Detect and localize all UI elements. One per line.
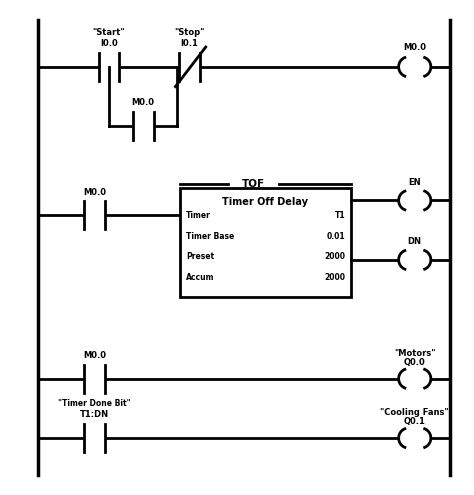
Text: DN: DN (408, 237, 422, 246)
Text: Q0.1: Q0.1 (404, 417, 426, 426)
Text: "Stop": "Stop" (174, 28, 205, 37)
Text: M0.0: M0.0 (83, 351, 106, 360)
Text: M0.0: M0.0 (83, 188, 106, 197)
Text: "Motors": "Motors" (394, 349, 436, 358)
Text: T1: T1 (335, 211, 345, 220)
Text: TOF: TOF (242, 179, 265, 189)
Text: Timer: Timer (186, 211, 210, 220)
Text: I0.0: I0.0 (100, 39, 118, 48)
Text: T1:DN: T1:DN (80, 410, 109, 419)
Text: "Timer Done Bit": "Timer Done Bit" (58, 399, 131, 408)
Text: Preset: Preset (186, 252, 214, 261)
Text: "Start": "Start" (93, 28, 125, 37)
Text: Timer Off Delay: Timer Off Delay (222, 197, 309, 207)
Text: M0.0: M0.0 (403, 43, 426, 52)
Text: 2000: 2000 (324, 273, 345, 282)
Text: Q0.0: Q0.0 (404, 358, 426, 367)
Text: Timer Base: Timer Base (186, 232, 234, 241)
Text: EN: EN (409, 178, 421, 187)
Text: Accum: Accum (186, 273, 214, 282)
Text: 0.01: 0.01 (327, 232, 345, 241)
Text: I0.1: I0.1 (181, 39, 199, 48)
FancyBboxPatch shape (180, 188, 351, 297)
Text: M0.0: M0.0 (132, 99, 155, 107)
Text: "Cooling Fans": "Cooling Fans" (381, 408, 449, 417)
Text: 2000: 2000 (324, 252, 345, 261)
